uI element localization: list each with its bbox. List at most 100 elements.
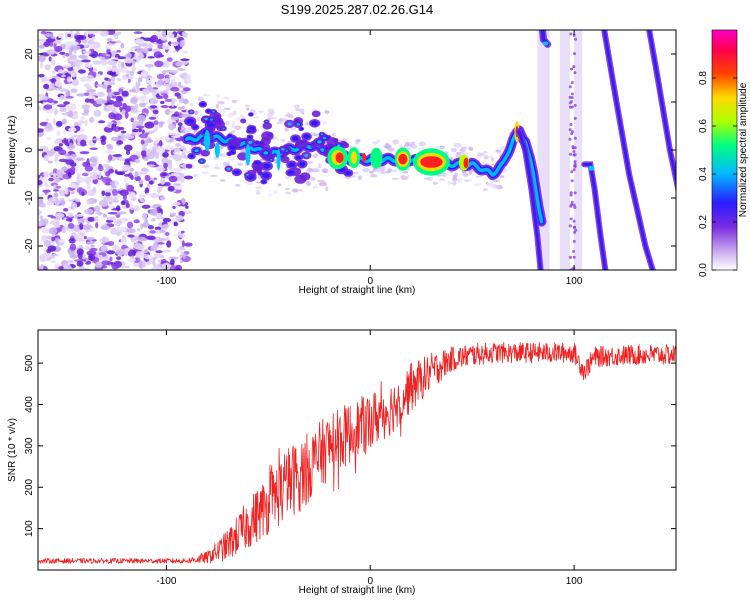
spectrogram-noise-blob [180,125,185,131]
spectrogram-noise-blob [52,189,59,192]
spectrogram-blob [299,172,311,181]
spectrogram-noise-blob [182,252,187,259]
spectrogram-blob-core [262,173,270,179]
spectrogram-noise-blob [112,113,123,121]
spectrogram-noise-blob [162,151,169,158]
spectrogram-noise-blob [147,56,155,59]
spectrogram-noise-blob [38,39,47,42]
spectrogram-noise-blob [168,123,176,131]
spectrogram-noise-blob [54,176,60,184]
spectrogram-noise-blob [75,199,81,203]
spectrogram-noise-blob [86,84,93,90]
spectrogram-noise-blob [130,109,140,114]
spectrogram-noise-blob [156,73,165,80]
spectrogram-noise-blob [77,213,84,217]
spectrogram-noise-blob [175,215,184,222]
spectrogram-blob-hot [248,140,253,144]
spectrogram-noise-blob [168,73,173,79]
spectrogram-haze [200,96,205,101]
spectrogram-haze [434,145,441,150]
spectrogram-haze [318,181,327,187]
spectrogram-haze [432,181,439,185]
colorbar-gradient [712,30,737,270]
spectrogram-noise-blob [38,209,43,216]
spectrogram-haze [410,144,418,149]
spectrogram-noise-blob [180,58,190,62]
spectrogram-band-dot [574,37,578,41]
spectrogram-noise-blob [45,88,55,92]
spectrogram-noise-blob [147,137,152,143]
spectrogram-blob-hot [320,133,324,136]
spectrogram-haze [219,145,224,149]
spectrogram-band-dot [573,103,577,107]
spectrogram-noise-blob [76,172,81,180]
spectrogram-noise-blob [116,78,122,81]
spectrogram-noise-blob [71,79,79,87]
spectrogram-noise-blob [54,153,60,158]
spectrogram-noise-blob [141,88,150,95]
spectrogram-noise-blob [79,151,90,155]
spectrogram-haze [400,174,406,179]
spectrogram-noise-blob [111,67,116,73]
spectrogram-y-tick-label: -10 [24,190,35,205]
spectrogram-noise-blob [38,73,45,78]
spectrogram-haze [379,170,387,175]
spectrogram-noise-blob [166,57,173,62]
spectrogram-noise-blob [179,119,185,122]
spectrogram-noise-blob [43,154,50,162]
spectrogram-noise-blob [162,249,172,253]
spectrogram-noise-blob [47,160,54,164]
snr-line [38,342,676,564]
spectrogram-noise-blob [82,50,92,54]
spectrogram-noise-blob [181,255,191,263]
spectrogram-noise-blob [150,76,156,80]
spectrogram-band-dot [568,128,572,132]
spectrogram-haze [312,185,317,189]
colorbar-tick-label: 0.4 [698,167,709,181]
colorbar-label: Normalized spectral amplitude [738,82,749,217]
spectrogram-haze [210,174,218,177]
spectrogram-haze [463,172,469,177]
spectrogram-noise-blob [118,88,124,93]
spectrogram-noise-blob [100,58,108,66]
spectrogram-noise-blob [155,250,163,254]
spectrogram-blob-hot [210,118,214,121]
spectrogram-noise-blob [86,199,93,205]
spectrogram-band-dot [570,170,574,174]
spectrogram-x-axis-label: Height of straight line (km) [299,285,416,296]
spectrogram-band-dot [570,200,574,204]
spectrogram-noise-blob [139,75,144,79]
spectrogram-noise-blob [138,53,145,59]
spectrogram-noise-blob [172,206,176,209]
spectrogram-y-tick-label: 10 [24,96,35,108]
arc-trace-4-core [647,30,676,186]
spectrogram-noise-blob [44,64,51,71]
spectrogram-noise-blob [115,248,126,256]
spectrogram-band-dot [572,226,576,230]
spectrogram-noise-blob [53,192,59,198]
spectrogram-noise-blob [182,163,187,170]
spectrogram-blob [260,137,271,146]
spectrogram-haze [231,121,235,126]
spectrogram-haze [266,113,273,118]
spectrogram-noise-blob [46,136,52,141]
spectrogram-haze [490,163,495,166]
spectrogram-blob-hot [212,110,215,113]
spectrogram-noise-blob [63,129,67,135]
spectrogram-noise-blob [175,142,182,147]
spectrogram-haze [249,109,256,113]
spectrogram-noise-blob [144,156,149,162]
spectrogram-noise-blob [81,104,91,110]
spectrogram-noise-blob [163,162,169,169]
spectrogram-noise-blob [38,55,46,63]
spectrogram-noise-blob [68,48,73,56]
spectrogram-haze [402,170,409,174]
spectrogram-noise-blob [111,263,119,270]
spectrogram-noise-blob [162,224,170,229]
spectrogram-noise-blob [70,166,76,172]
spectrogram-noise-blob [119,189,129,197]
spectrogram-noise-blob [69,142,74,149]
spectrogram-noise-blob [70,191,75,195]
spectrogram-haze [391,177,400,180]
spectrogram-noise-blob [177,122,183,126]
